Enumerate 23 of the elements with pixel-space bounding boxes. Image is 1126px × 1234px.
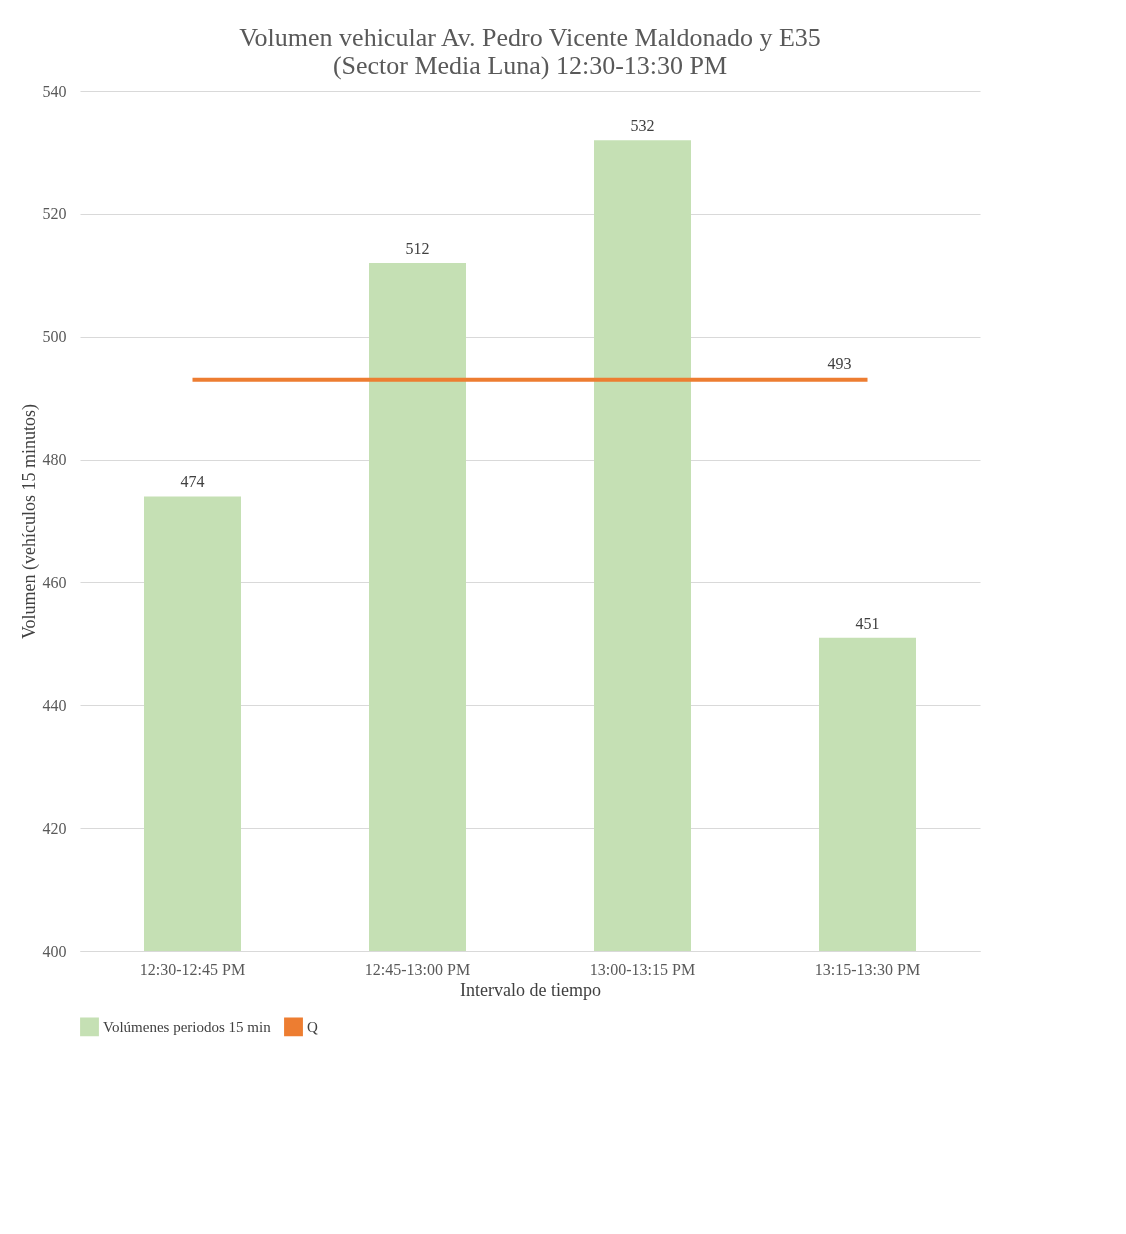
x-axis-title: Intervalo de tiempo: [460, 979, 601, 1000]
y-tick-label: 540: [42, 82, 67, 100]
legend-label: Volúmenes periodos 15 min: [103, 1018, 272, 1035]
y-tick-label: 480: [42, 451, 67, 469]
y-tick-label: 460: [42, 573, 67, 591]
legend-label: Q: [307, 1018, 318, 1035]
data-label: 493: [827, 354, 852, 372]
data-label: 474: [180, 473, 205, 491]
data-label: 451: [855, 614, 880, 632]
y-tick-label: 520: [42, 205, 67, 223]
y-tick-label: 500: [42, 328, 67, 346]
x-tick-label: 13:00-13:15 PM: [589, 960, 696, 978]
text: (Sector Media Luna) 12:30-13:30 PM: [332, 51, 728, 80]
y-tick-label: 440: [42, 696, 67, 714]
y-tick-label: 400: [42, 942, 67, 960]
x-tick-label: 13:15-13:30 PM: [814, 960, 921, 978]
text: Volumen vehicular Av. Pedro Vicente Maldonado y E35: [239, 23, 821, 52]
y-axis-title: Volumen (vehículos 15 minutos): [18, 403, 40, 640]
x-tick-label: 12:30-12:45 PM: [139, 960, 246, 978]
data-label: 532: [630, 117, 655, 135]
x-tick-label: 12:45-13:00 PM: [364, 960, 471, 978]
data-label: 512: [405, 240, 430, 257]
y-tick-label: 420: [42, 819, 67, 837]
